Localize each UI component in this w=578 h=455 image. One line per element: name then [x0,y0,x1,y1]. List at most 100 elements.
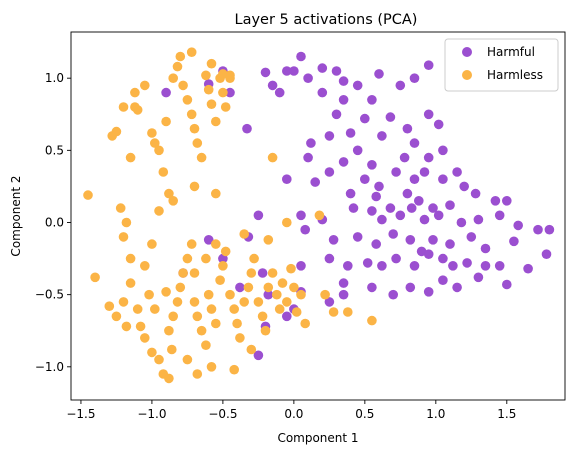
data-point-harmless [263,235,274,245]
data-point-harmful [445,200,455,210]
data-point-harmless [257,311,268,322]
data-point-harmful [317,63,328,73]
data-point-harmful [360,174,370,184]
data-point-harmless [144,289,154,300]
data-point-harmless [186,239,197,249]
data-point-harmless [206,58,217,69]
data-point-harmful [544,224,555,235]
data-point-harmless [167,344,177,355]
data-point-harmless [161,287,171,297]
data-point-harmless [218,87,228,98]
data-point-harmful [502,279,512,290]
data-point-harmful [399,152,410,163]
data-point-harmful [324,131,335,141]
data-point-harmless [274,304,285,314]
data-point-harmful [371,239,382,249]
data-point-harmful [523,263,533,274]
x-tick-label: −1.0 [137,407,166,421]
data-point-harmless [201,340,211,351]
data-point-harmless [118,232,129,242]
x-axis-ticks: −1.5 −1.0 −0.5 0.0 0.5 1.0 1.5 [66,400,516,421]
data-point-harmful [324,167,335,177]
data-point-harmful [409,138,420,148]
data-point-harmless [229,304,239,314]
data-point-harmless [267,152,278,163]
data-point-harmless [189,123,200,134]
data-point-harmful [367,95,377,105]
data-point-harmless [150,304,160,314]
data-point-harmful [448,261,458,271]
x-tick-label: −1.5 [66,407,95,421]
data-point-harmful [452,282,462,293]
data-point-harmless [111,311,122,322]
data-point-harmful [324,297,335,307]
data-point-harmless [277,278,288,288]
x-tick-label: 1.5 [497,407,516,421]
data-point-harmless [118,102,129,112]
data-point-harmful [438,275,448,286]
data-point-harmful [343,261,353,271]
data-point-harmful [423,60,434,70]
data-point-harmless [172,297,183,307]
data-point-harmless [220,102,231,112]
data-point-harmless [168,73,178,83]
data-point-harmful [433,210,444,221]
data-point-harmless [218,261,228,271]
legend-label-harmful: Harmful [487,45,535,59]
data-point-harmless [239,297,249,307]
data-point-harmless [192,311,203,322]
data-point-harmless [186,47,197,57]
data-point-harmful [260,67,271,78]
data-point-harmless [246,268,257,278]
data-point-harmful [345,128,356,138]
data-point-harmful [423,249,434,259]
data-point-harmful [445,239,455,249]
data-point-harmless [367,315,377,326]
data-point-harmless [286,263,296,274]
data-point-harmful [395,80,406,91]
data-point-harmful [406,203,417,213]
data-point-harmless [235,333,245,343]
data-point-harmful [257,268,268,278]
y-tick-label: −0.5 [35,288,64,302]
data-point-harmless [343,307,353,317]
data-point-harmful [296,210,306,221]
legend: Harmful Harmless [444,38,559,92]
data-point-harmless [154,145,164,156]
data-point-harmless [206,304,217,314]
data-point-harmless [104,301,115,312]
data-point-harmless [203,289,214,300]
data-point-harmful [352,80,363,91]
data-point-harmful [385,112,396,122]
data-point-harmless [164,325,174,336]
data-point-harmless [90,272,100,283]
data-point-harmless [229,364,239,375]
data-point-harmful [267,80,278,91]
data-point-harmful [395,210,406,221]
data-point-harmful [438,174,448,184]
data-point-harmful [402,188,413,199]
data-point-harmful [377,131,387,141]
data-point-harmless [201,70,211,81]
data-point-harmless [296,289,306,300]
data-point-harmless [168,311,178,322]
data-point-harmless [158,167,169,177]
data-point-harmful [452,167,462,177]
data-point-harmful [533,224,543,235]
data-point-harmless [239,229,249,239]
data-point-harmful [367,206,377,216]
data-point-harmful [253,210,264,221]
data-point-harmless [168,196,178,206]
data-point-harmless [83,190,93,200]
data-point-harmless [289,282,299,293]
data-point-harmful [374,69,384,79]
data-point-harmful [414,196,424,206]
data-point-harmless [182,95,193,105]
data-point-harmless [196,152,207,163]
legend-marker-harmful [462,47,472,57]
data-point-harmless [161,116,171,127]
chart-title: Layer 5 activations (PCA) [235,12,418,28]
data-point-harmless [189,181,200,192]
data-point-harmful [502,196,512,206]
data-point-harmful [282,311,292,322]
